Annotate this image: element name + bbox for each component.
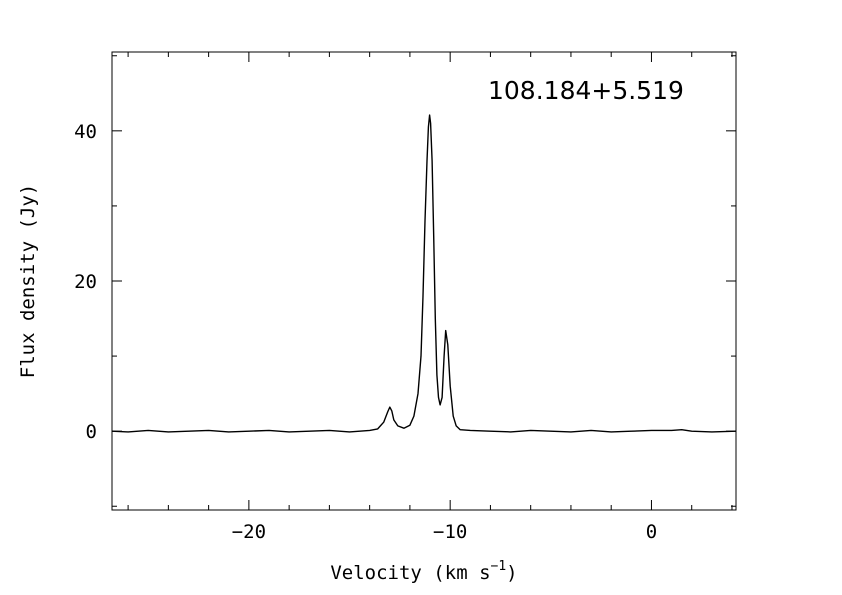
x-tick-label: −20 [232,521,266,543]
tick-marks [112,52,736,510]
tick-labels: −20 −10 0 0 20 40 [74,121,657,543]
series-line [111,114,737,433]
y-tick-label: 0 [86,421,97,443]
x-tick-label: 0 [646,521,657,543]
y-tick-label: 40 [74,121,97,143]
x-tick-label: −10 [433,521,467,543]
x-axis-label-close: ) [506,562,517,584]
y-tick-label: 20 [74,271,97,293]
y-axis-label: Flux density (Jy) [17,184,39,378]
x-axis-label-sup: −1 [491,559,507,574]
x-axis-label: Velocity (km s−1) [330,559,517,584]
chart-title: 108.184+5.519 [488,76,684,105]
x-axis-label-main: Velocity (km s [330,562,490,584]
